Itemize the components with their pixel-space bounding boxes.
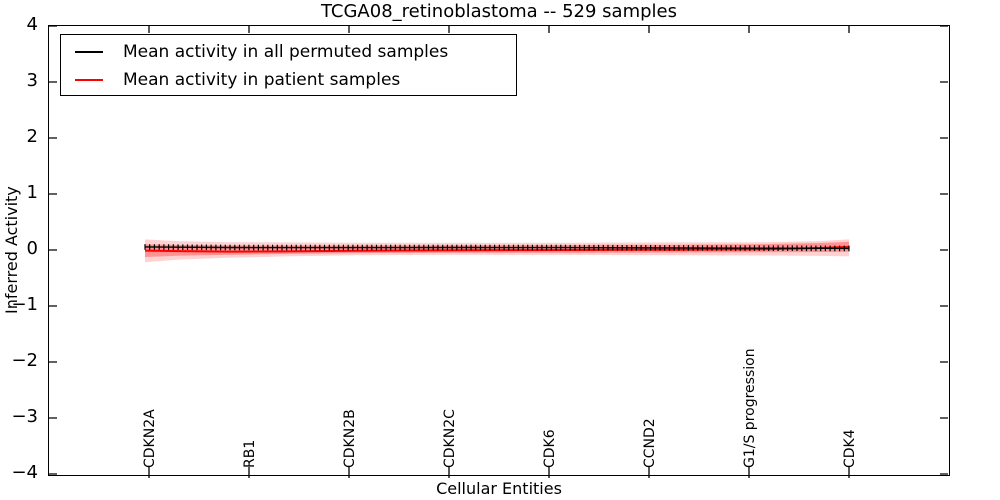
y-tick-label--4: −4: [11, 462, 38, 483]
legend-line-sample-red: [75, 79, 103, 81]
legend-item-patient: Mean activity in patient samples: [61, 66, 516, 94]
legend-item-label: Mean activity in patient samples: [123, 70, 401, 90]
x-tick-label-rb1: RB1: [242, 440, 258, 468]
plot-canvas: CDKN2A RB1 CDKN2B CDKN2C CDK6 CCND2 G1/S progr…: [49, 25, 948, 478]
y-tick-label--2: −2: [11, 350, 38, 371]
x-tick-label-cdkn2a: CDKN2A: [142, 409, 158, 468]
y-tick-label-0: 0: [26, 238, 38, 259]
chart-title: TCGA08_retinoblastoma -- 529 samples: [320, 1, 678, 22]
y-axis-tick-labels: 4 3 2 1 0 −1 −2 −3 −4: [0, 0, 43, 500]
axis-ticks: [49, 25, 948, 478]
legend-item-permuted: Mean activity in all permuted samples: [61, 38, 516, 66]
x-tick-label-cdk6: CDK6: [542, 429, 558, 468]
y-tick-label-1: 1: [26, 182, 38, 203]
x-tick-label-cdkn2b: CDKN2B: [342, 409, 358, 468]
x-tick-label-ccnd2: CCND2: [642, 418, 658, 468]
x-axis-label: Cellular Entities: [436, 479, 562, 498]
y-tick-label-4: 4: [26, 14, 38, 35]
y-tick-label--1: −1: [11, 294, 38, 315]
y-tick-label-3: 3: [26, 70, 38, 91]
legend-line-sample-black: [75, 51, 103, 53]
legend: Mean activity in all permuted samples Me…: [60, 34, 517, 96]
legend-item-label: Mean activity in all permuted samples: [123, 42, 449, 62]
y-tick-label-2: 2: [26, 126, 38, 147]
x-tick-label-cdkn2c: CDKN2C: [442, 409, 458, 468]
permuted-line-markers: [144, 244, 850, 252]
y-tick-label--3: −3: [11, 406, 38, 427]
plot-area: CDKN2A RB1 CDKN2B CDKN2C CDK6 CCND2 G1/S progr…: [48, 25, 950, 478]
x-tick-label-cdk4: CDK4: [842, 429, 858, 468]
x-tick-label-g1-s-progression: G1/S progression: [742, 348, 758, 468]
